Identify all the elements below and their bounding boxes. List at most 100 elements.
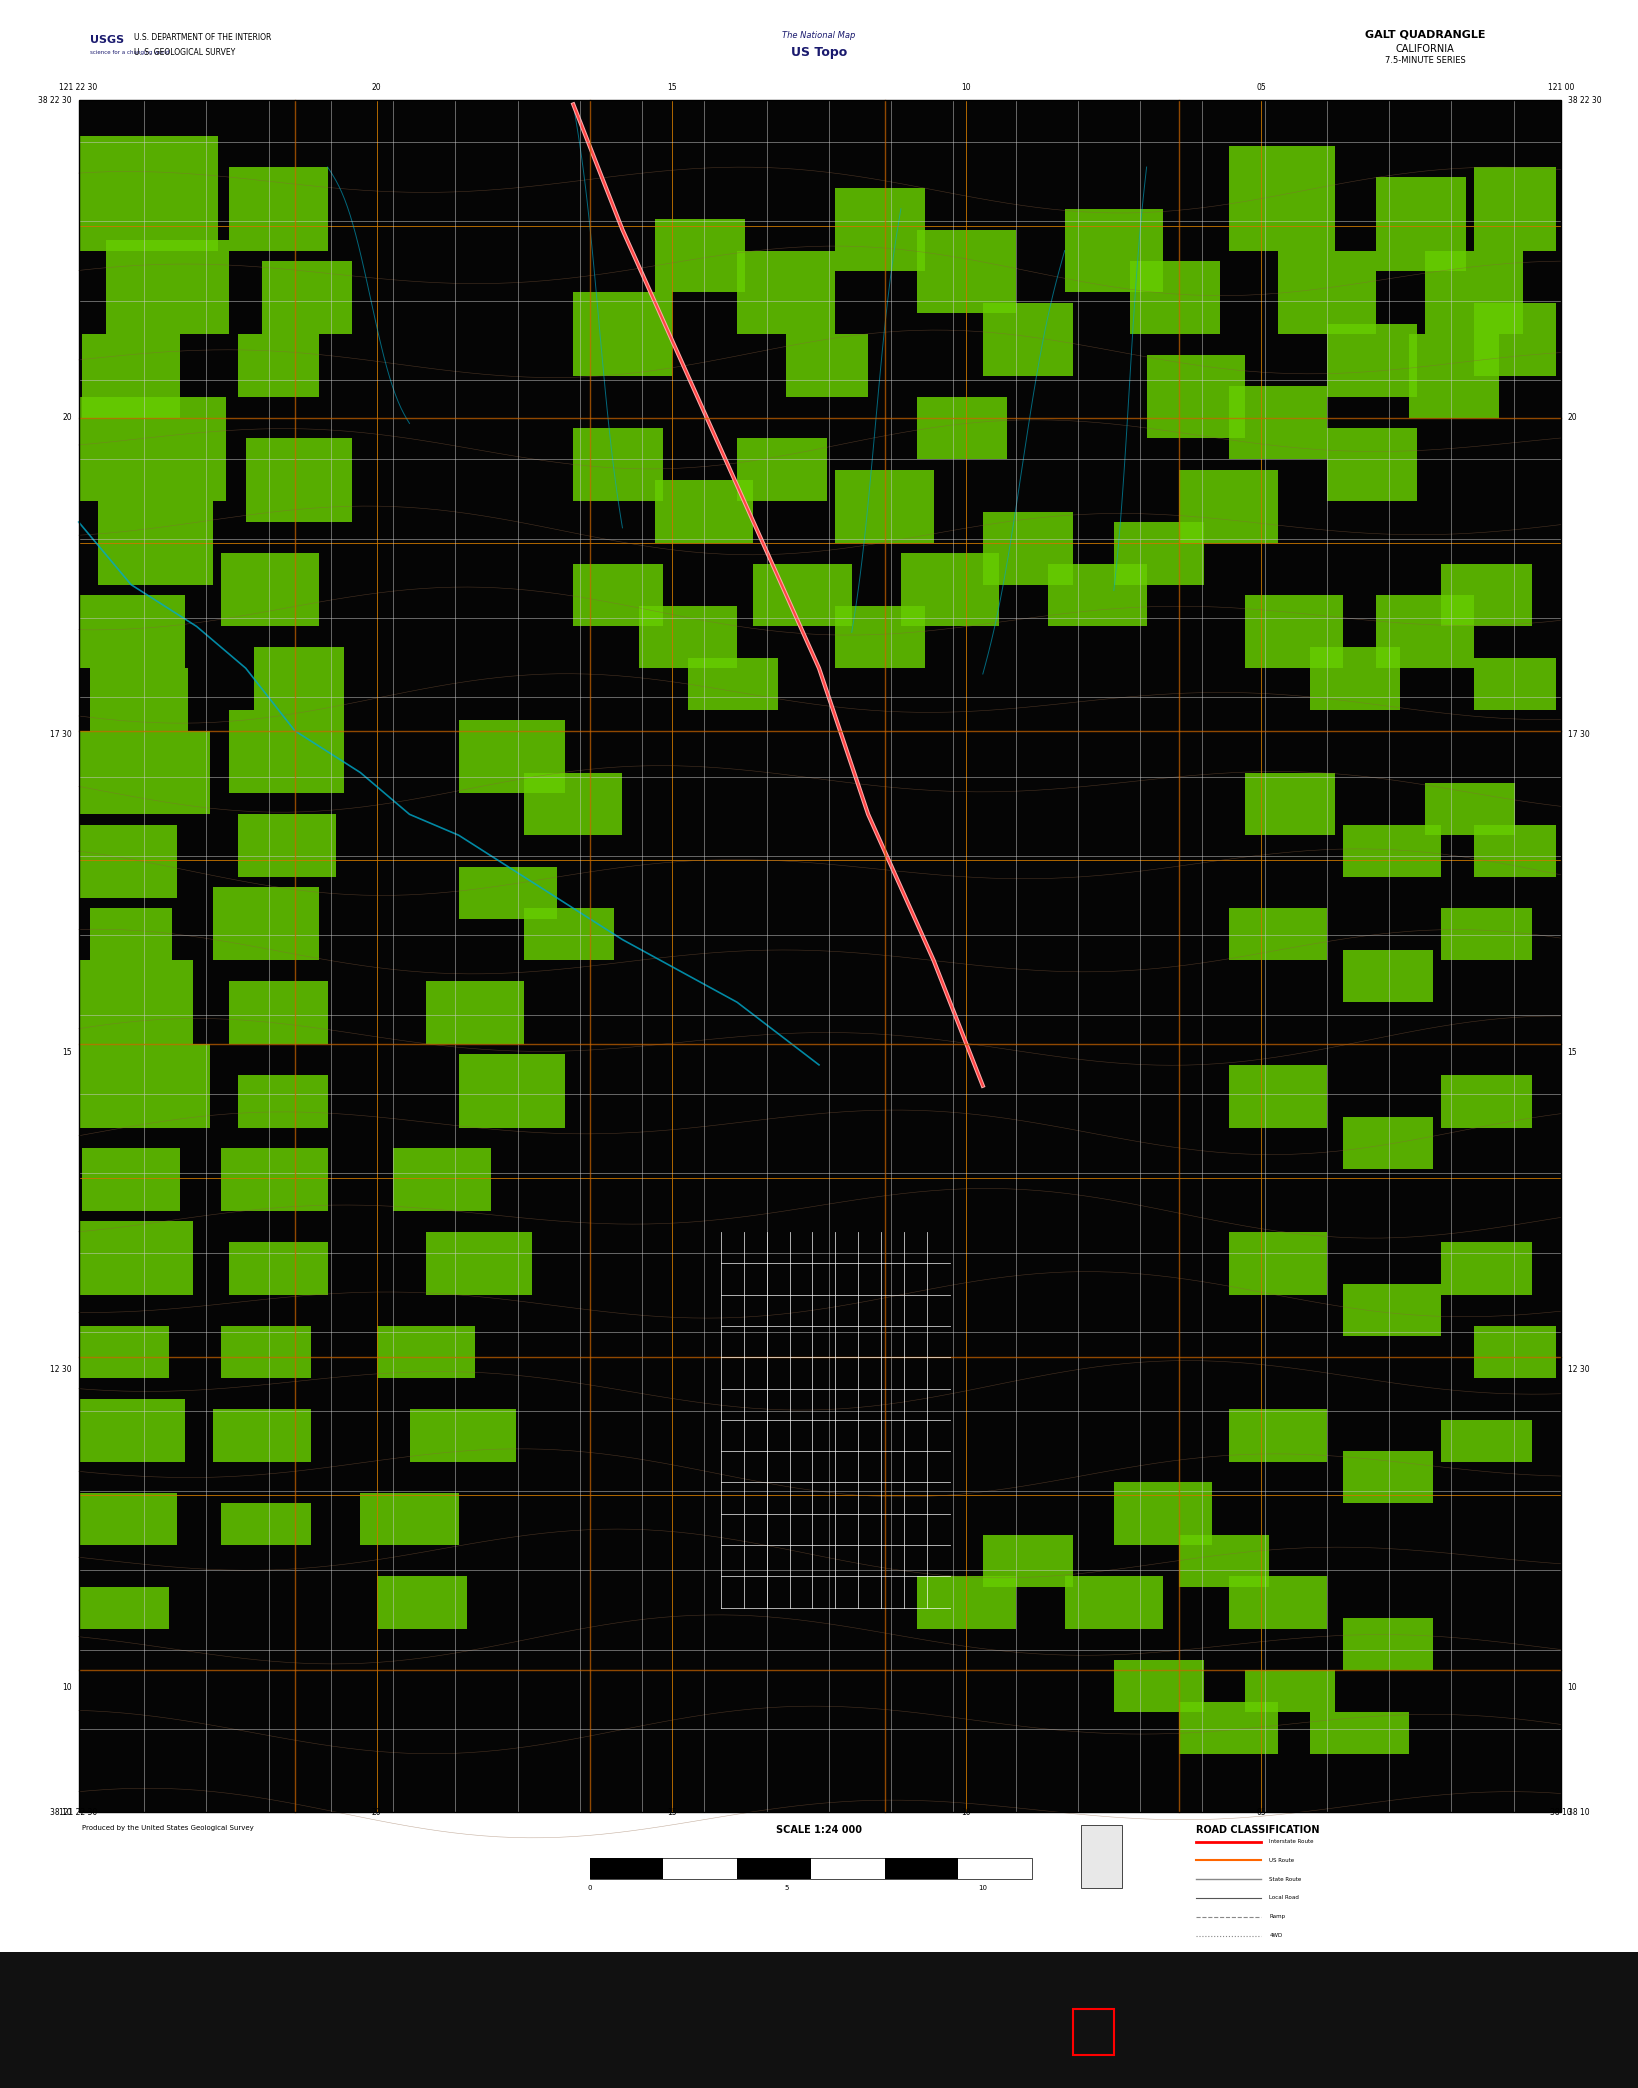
Text: GALT QUADRANGLE: GALT QUADRANGLE	[1364, 29, 1486, 40]
Bar	[1343, 1451, 1433, 1503]
Bar	[79, 136, 218, 251]
Text: 20: 20	[1568, 413, 1577, 422]
Bar	[1343, 825, 1441, 877]
Bar	[79, 1221, 193, 1295]
Text: U.S. DEPARTMENT OF THE INTERIOR: U.S. DEPARTMENT OF THE INTERIOR	[134, 33, 272, 42]
Bar	[590, 1858, 663, 1879]
Text: Produced by the United States Geological Survey: Produced by the United States Geological…	[82, 1825, 254, 1831]
Bar	[79, 100, 1561, 1812]
Bar	[1278, 251, 1376, 334]
Text: 10: 10	[962, 84, 971, 92]
Bar	[1343, 950, 1433, 1002]
Text: 15: 15	[1568, 1048, 1577, 1057]
Text: 20: 20	[372, 1808, 382, 1817]
Text: US Route: US Route	[1269, 1858, 1294, 1862]
Bar	[1343, 1284, 1441, 1336]
Bar	[221, 1326, 311, 1378]
Bar	[360, 1493, 459, 1545]
Bar	[1343, 1618, 1433, 1670]
Bar	[79, 1493, 177, 1545]
Bar	[1425, 251, 1523, 334]
Text: U. S. GEOLOGICAL SURVEY: U. S. GEOLOGICAL SURVEY	[134, 48, 236, 56]
Bar	[82, 1148, 180, 1211]
Bar	[1245, 1670, 1335, 1712]
Text: 15: 15	[62, 1048, 72, 1057]
Bar	[213, 1409, 311, 1462]
Bar	[1228, 908, 1327, 960]
Text: 38 22 30: 38 22 30	[38, 96, 72, 104]
Text: SCALE 1:24 000: SCALE 1:24 000	[776, 1825, 862, 1835]
Bar	[213, 887, 319, 960]
Bar	[655, 219, 745, 292]
Bar	[917, 230, 1016, 313]
Bar	[1114, 1660, 1204, 1712]
Bar	[229, 167, 328, 251]
Bar	[1343, 1117, 1433, 1169]
Bar	[983, 1535, 1073, 1587]
Bar	[1228, 386, 1327, 459]
Text: CALIFORNIA: CALIFORNIA	[1396, 44, 1455, 54]
Bar	[79, 1044, 210, 1128]
Bar	[0, 1952, 1638, 2088]
Text: 10: 10	[62, 1683, 72, 1691]
Text: ROAD CLASSIFICATION: ROAD CLASSIFICATION	[1196, 1825, 1319, 1835]
Bar	[1179, 1702, 1278, 1754]
Bar	[737, 251, 835, 334]
Bar	[79, 960, 193, 1044]
Bar	[1065, 209, 1163, 292]
Text: 05: 05	[1256, 84, 1266, 92]
Bar	[639, 606, 737, 668]
Bar	[655, 480, 753, 543]
Bar	[238, 814, 336, 877]
Text: Ramp: Ramp	[1269, 1915, 1286, 1919]
Bar	[238, 1075, 328, 1128]
Bar	[262, 261, 352, 334]
Bar	[1073, 2009, 1114, 2055]
Bar	[1147, 355, 1245, 438]
Bar	[1245, 595, 1343, 668]
Text: The National Map: The National Map	[783, 31, 855, 40]
Text: 121 22 30: 121 22 30	[59, 1808, 98, 1817]
Bar	[917, 1576, 1016, 1629]
Text: 12 30: 12 30	[51, 1366, 72, 1374]
Bar	[393, 1148, 491, 1211]
Bar	[79, 1326, 169, 1378]
Bar	[79, 825, 177, 898]
Bar	[1474, 825, 1556, 877]
Text: US Topo: US Topo	[791, 46, 847, 58]
Bar	[238, 334, 319, 397]
Text: 15: 15	[667, 1808, 676, 1817]
Bar	[663, 1858, 737, 1879]
Bar	[1114, 522, 1204, 585]
Bar	[221, 1148, 328, 1211]
Bar	[1376, 595, 1474, 668]
Text: 121 22 30: 121 22 30	[59, 84, 98, 92]
Bar	[573, 564, 663, 626]
Bar	[901, 553, 999, 626]
Bar	[1179, 470, 1278, 543]
Text: USGS: USGS	[90, 35, 124, 46]
Bar	[82, 334, 180, 418]
Bar	[590, 1858, 1032, 1879]
Bar	[377, 1576, 467, 1629]
Bar	[426, 1232, 532, 1295]
Text: science for a changing world: science for a changing world	[90, 50, 169, 54]
Text: 38 10: 38 10	[1568, 1808, 1589, 1817]
Bar	[737, 438, 827, 501]
Bar	[1441, 564, 1532, 626]
Bar	[1228, 1065, 1327, 1128]
Text: 38 10: 38 10	[1550, 1808, 1572, 1817]
Bar	[79, 731, 210, 814]
Text: 5: 5	[785, 1885, 788, 1892]
Bar	[229, 981, 328, 1044]
Bar	[229, 1242, 328, 1295]
Bar	[106, 240, 229, 334]
Bar	[1065, 1576, 1163, 1629]
Bar	[983, 303, 1073, 376]
Bar	[254, 647, 344, 710]
Bar	[983, 512, 1073, 585]
Bar	[90, 668, 188, 731]
Bar	[835, 606, 925, 668]
Bar	[1081, 1825, 1122, 1888]
Bar	[1474, 658, 1556, 710]
